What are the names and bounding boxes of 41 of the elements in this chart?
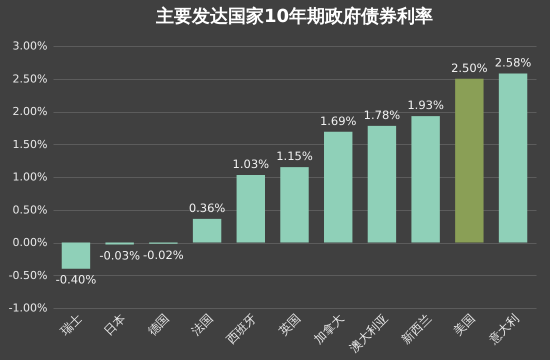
bar xyxy=(236,175,265,242)
y-tick-label: 2.00% xyxy=(12,105,48,118)
x-tick-label: 西班牙 xyxy=(224,311,260,346)
y-tick-label: 0.50% xyxy=(12,203,48,216)
bar xyxy=(192,218,222,242)
x-tick-label: 英国 xyxy=(276,311,303,338)
y-tick-label: 0.00% xyxy=(12,236,48,249)
y-tick-label: 3.00% xyxy=(12,40,48,52)
x-tick-label: 日本 xyxy=(101,311,128,338)
data-label: 2.58% xyxy=(494,56,532,70)
x-tick-label: 瑞士 xyxy=(58,311,84,338)
x-tick-label: 美国 xyxy=(450,311,478,338)
y-tick-label: -0.50% xyxy=(8,268,48,282)
chart-title: 主要发达国家10年期政府债券利率 xyxy=(154,6,434,27)
y-tick-label: 1.50% xyxy=(12,138,48,151)
x-tick-label: 新西兰 xyxy=(398,311,434,346)
bar xyxy=(498,74,528,242)
data-label: 1.15% xyxy=(276,149,313,164)
data-label: 1.69% xyxy=(320,114,357,128)
bar xyxy=(280,167,309,242)
x-tick-label: 澳大利亚 xyxy=(346,311,390,355)
data-label: 0.36% xyxy=(188,200,226,215)
bar xyxy=(411,116,440,242)
data-label: 1.03% xyxy=(232,157,270,172)
bar xyxy=(62,242,90,269)
y-tick-label: 2.50% xyxy=(12,72,48,86)
bar xyxy=(455,78,484,242)
x-tick-label: 意大利 xyxy=(485,311,522,348)
data-label: -0.02% xyxy=(143,248,184,262)
data-label: -0.40% xyxy=(56,272,96,287)
bar xyxy=(368,126,396,242)
data-label: 1.78% xyxy=(364,108,400,122)
x-tick-label: 德国 xyxy=(144,311,172,338)
y-tick-label: -1.00% xyxy=(8,302,48,314)
bar xyxy=(324,132,352,242)
x-tick-label: 法国 xyxy=(188,311,216,338)
data-label: 1.93% xyxy=(407,98,444,112)
data-label: 2.50% xyxy=(451,60,488,75)
x-tick-label: 加拿大 xyxy=(311,311,347,346)
y-tick-label: 1.00% xyxy=(12,170,48,184)
data-label: -0.03% xyxy=(99,248,140,262)
